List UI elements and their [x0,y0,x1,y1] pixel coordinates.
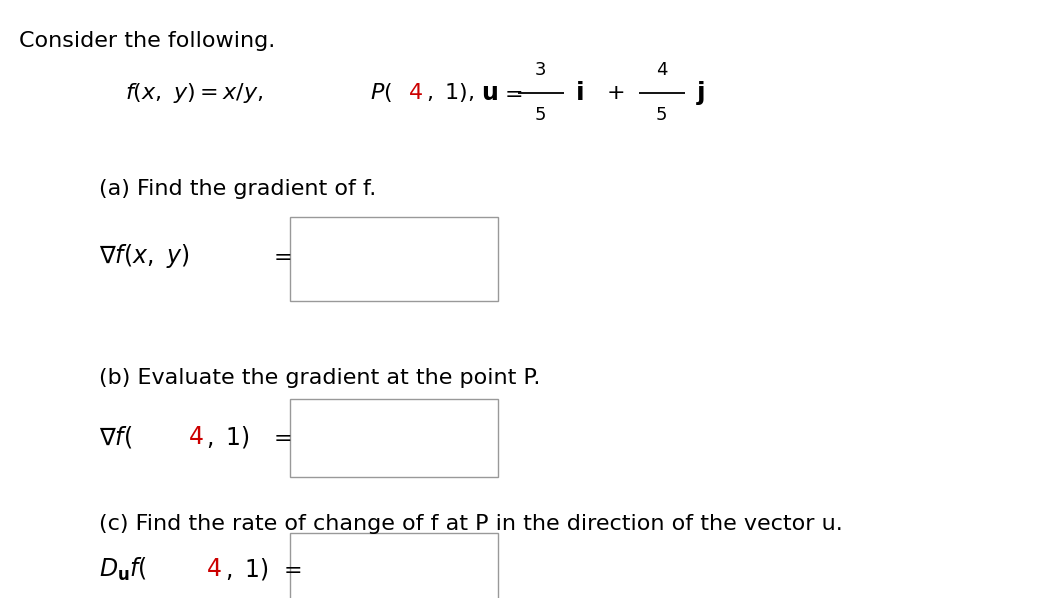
Text: $D_{\mathbf{u}}\mathit{f}($: $D_{\mathbf{u}}\mathit{f}($ [99,556,147,583]
Text: (a) Find the gradient of f.: (a) Find the gradient of f. [99,179,376,199]
Bar [290,533,498,598]
Text: $\mathit{4}$: $\mathit{4}$ [408,83,423,103]
Text: $\nabla\mathit{f}($: $\nabla\mathit{f}($ [99,423,132,450]
Bar [290,217,498,301]
Text: 5: 5 [535,106,547,124]
Text: $=$: $=$ [279,559,302,579]
Text: $\mathit{4}$: $\mathit{4}$ [188,425,203,448]
Text: (c) Find the rate of change of f at P in the direction of the vector u.: (c) Find the rate of change of f at P in… [99,514,843,534]
Text: $=$: $=$ [500,83,523,103]
Bar [290,399,498,477]
Text: $\mathit{P}($: $\mathit{P}($ [370,81,392,104]
Text: $\mathbf{u}$: $\mathbf{u}$ [481,81,498,105]
Text: $,\ 1),$: $,\ 1),$ [426,81,474,104]
Text: 5: 5 [655,106,668,124]
Text: (b) Evaluate the gradient at the point P.: (b) Evaluate the gradient at the point P… [99,368,541,388]
Text: $\mathit{f}(\mathit{x},\ \mathit{y}) = \mathit{x}/\mathit{y},$: $\mathit{f}(\mathit{x},\ \mathit{y}) = \… [125,81,264,105]
Text: $=$: $=$ [269,426,292,447]
Text: $\mathbf{i}$: $\mathbf{i}$ [575,81,584,105]
Text: $=$: $=$ [269,246,292,266]
Text: $\mathbf{j}$: $\mathbf{j}$ [696,79,705,106]
Text: $\mathit{4}$: $\mathit{4}$ [206,557,222,581]
Text: $+$: $+$ [606,83,625,103]
Text: $,\ 1)$: $,\ 1)$ [206,423,250,450]
Text: 4: 4 [655,61,668,79]
Text: Consider the following.: Consider the following. [19,31,275,51]
Text: $\nabla\mathit{f}(\mathit{x},\ \mathit{y})$: $\nabla\mathit{f}(\mathit{x},\ \mathit{y… [99,242,190,270]
Text: 3: 3 [535,61,547,79]
Text: $,\ 1)$: $,\ 1)$ [225,556,269,582]
